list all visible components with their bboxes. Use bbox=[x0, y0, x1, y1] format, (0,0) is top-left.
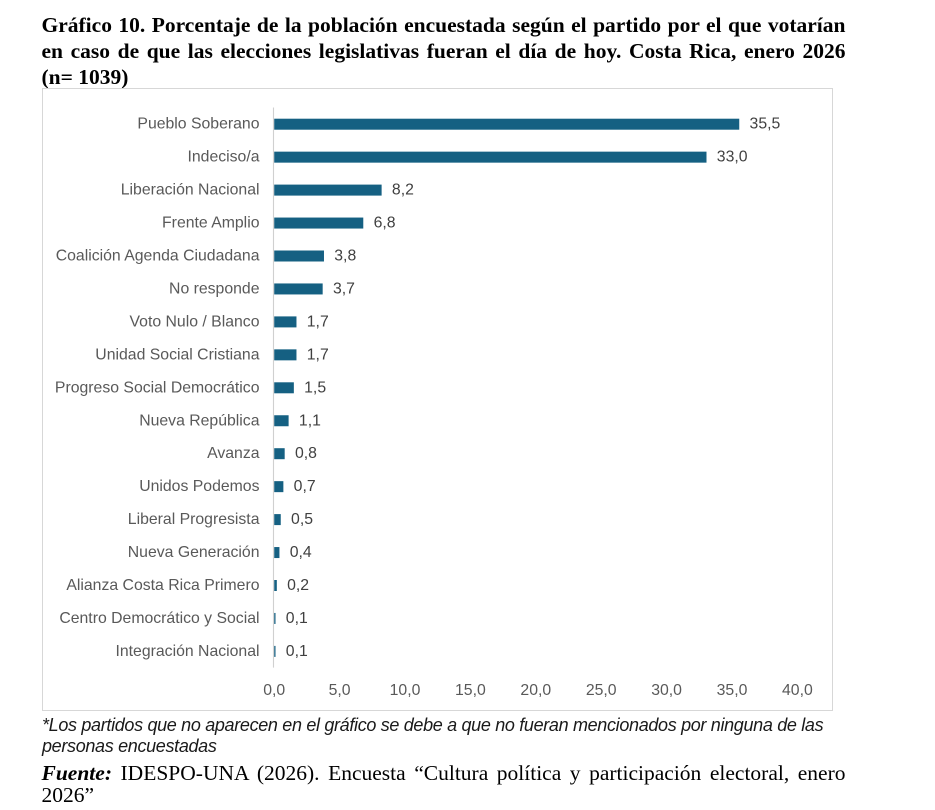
svg-text:Unidos Podemos: Unidos Podemos bbox=[139, 478, 259, 495]
svg-text:33,0: 33,0 bbox=[717, 149, 748, 166]
svg-text:Centro Democrático y Social: Centro Democrático y Social bbox=[59, 610, 259, 627]
svg-text:Progreso Social Democrático: Progreso Social Democrático bbox=[55, 379, 260, 396]
svg-text:20,0: 20,0 bbox=[520, 682, 551, 699]
svg-text:Pueblo Soberano: Pueblo Soberano bbox=[137, 116, 259, 133]
svg-text:Coalición Agenda Ciudadana: Coalición Agenda Ciudadana bbox=[56, 248, 260, 265]
svg-text:Voto Nulo / Blanco: Voto Nulo / Blanco bbox=[130, 313, 260, 330]
svg-text:Nueva República: Nueva República bbox=[139, 412, 260, 429]
svg-text:1,7: 1,7 bbox=[307, 313, 329, 330]
svg-text:0,4: 0,4 bbox=[290, 544, 312, 561]
svg-text:Liberación Nacional: Liberación Nacional bbox=[121, 182, 260, 199]
svg-text:0,5: 0,5 bbox=[291, 511, 313, 528]
svg-text:3,7: 3,7 bbox=[333, 280, 355, 297]
svg-text:35,0: 35,0 bbox=[717, 682, 748, 699]
svg-text:35,5: 35,5 bbox=[750, 116, 781, 133]
svg-text:Frente Amplio: Frente Amplio bbox=[162, 215, 260, 232]
svg-text:15,0: 15,0 bbox=[455, 682, 486, 699]
svg-text:0,1: 0,1 bbox=[286, 610, 308, 627]
svg-text:6,8: 6,8 bbox=[374, 215, 396, 232]
svg-text:Indeciso/a: Indeciso/a bbox=[187, 149, 259, 166]
svg-text:5,0: 5,0 bbox=[329, 682, 351, 699]
svg-text:30,0: 30,0 bbox=[651, 682, 682, 699]
svg-text:Unidad Social Cristiana: Unidad Social Cristiana bbox=[95, 346, 259, 363]
svg-text:Alianza Costa Rica Primero: Alianza Costa Rica Primero bbox=[66, 577, 259, 594]
svg-text:Integración Nacional: Integración Nacional bbox=[115, 643, 259, 660]
svg-text:3,8: 3,8 bbox=[334, 248, 356, 265]
svg-text:25,0: 25,0 bbox=[586, 682, 617, 699]
svg-text:Liberal Progresista: Liberal Progresista bbox=[128, 511, 260, 528]
svg-text:0,2: 0,2 bbox=[287, 577, 309, 594]
svg-text:Avanza: Avanza bbox=[207, 445, 260, 462]
svg-text:0,0: 0,0 bbox=[263, 682, 285, 699]
svg-text:10,0: 10,0 bbox=[390, 682, 421, 699]
svg-text:1,7: 1,7 bbox=[307, 346, 329, 363]
svg-text:8,2: 8,2 bbox=[392, 182, 414, 199]
svg-text:0,7: 0,7 bbox=[294, 478, 316, 495]
svg-text:40,0: 40,0 bbox=[782, 682, 813, 699]
svg-text:0,1: 0,1 bbox=[286, 643, 308, 660]
svg-text:Nueva Generación: Nueva Generación bbox=[128, 544, 260, 561]
svg-text:No responde: No responde bbox=[169, 280, 260, 297]
svg-text:0,8: 0,8 bbox=[295, 445, 317, 462]
svg-text:1,5: 1,5 bbox=[304, 379, 326, 396]
svg-text:1,1: 1,1 bbox=[299, 412, 321, 429]
